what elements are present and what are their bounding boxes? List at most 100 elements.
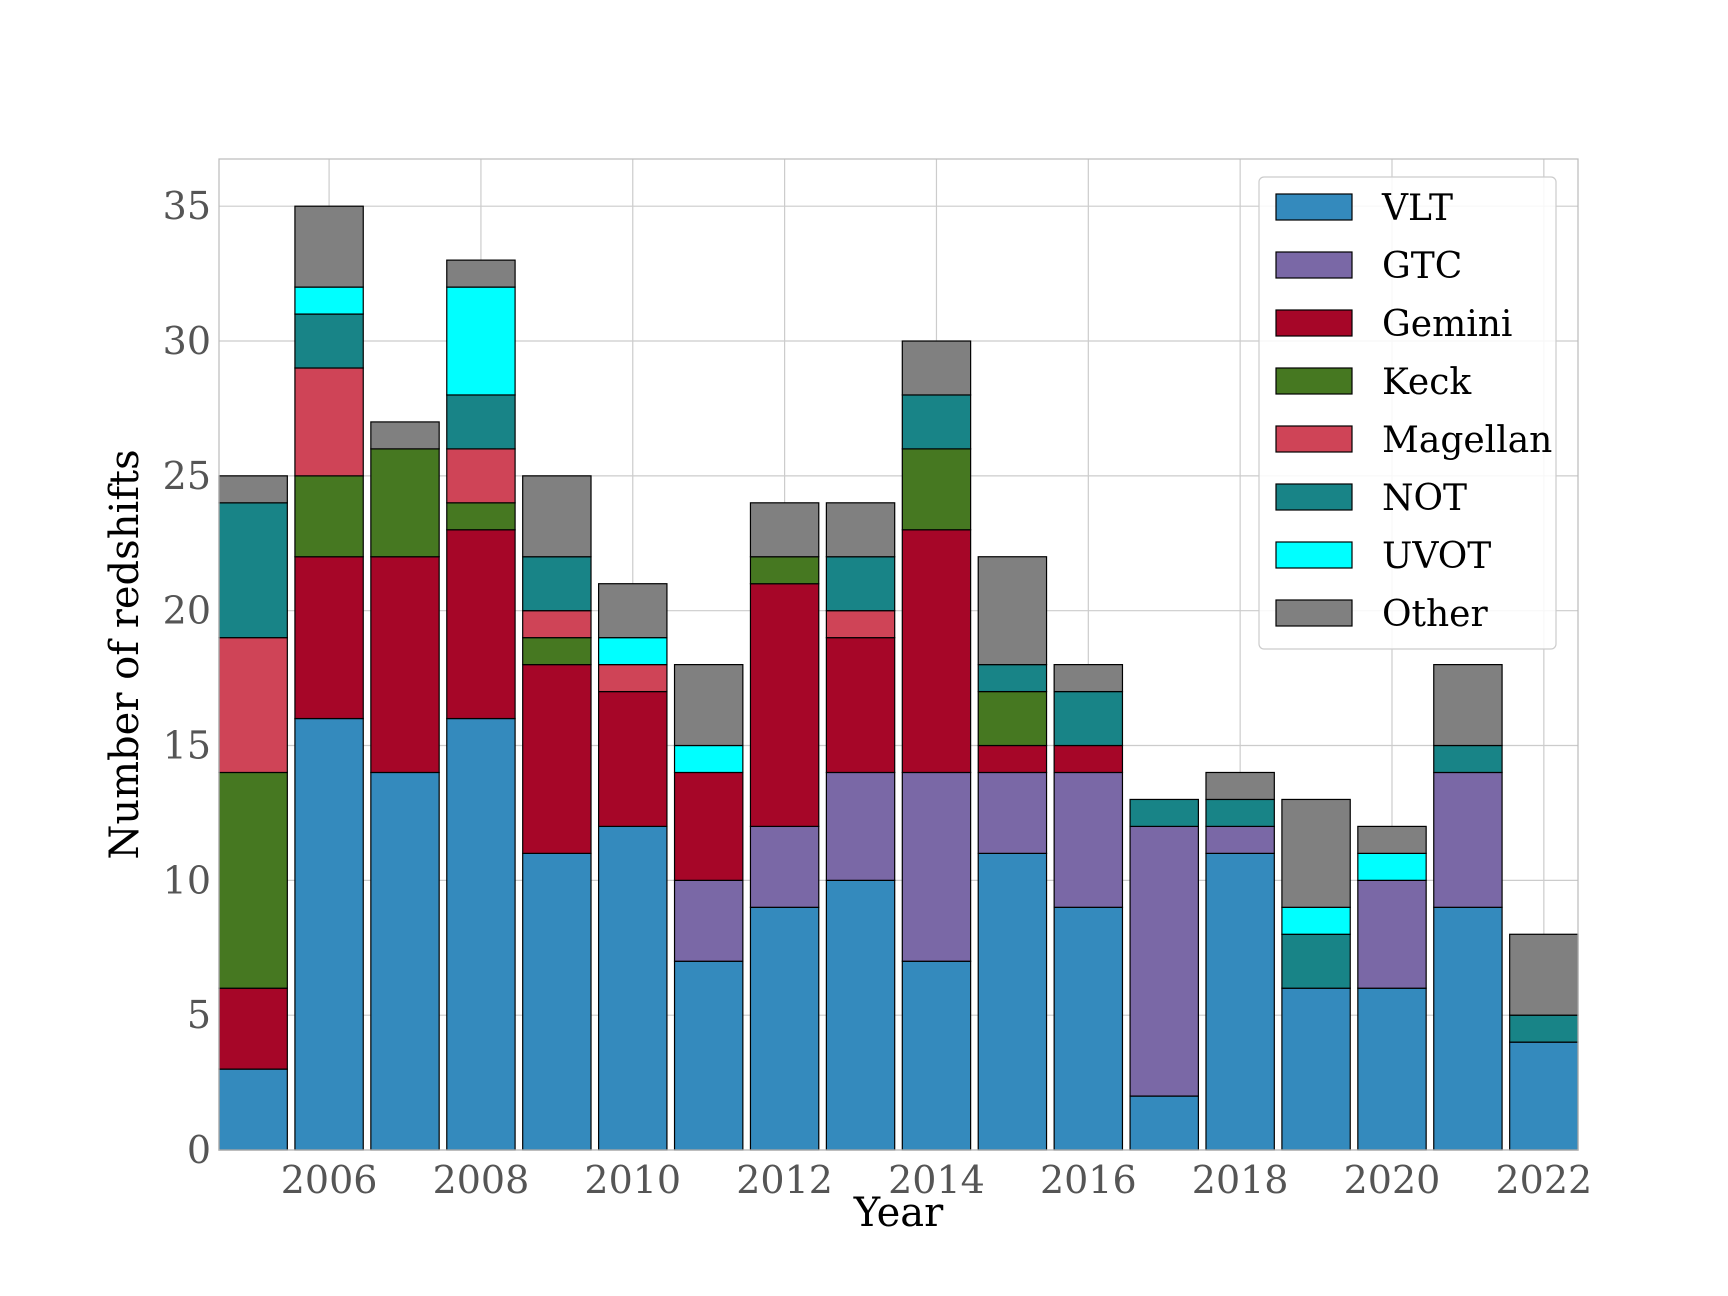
bar-2019-other <box>1281 798 1351 908</box>
bar-2008-vlt <box>446 717 516 1151</box>
bar-2020-other <box>1357 825 1427 854</box>
bar-2022-not <box>1509 1014 1579 1043</box>
bar-2016-not <box>1053 690 1124 747</box>
bar-2011-uvot <box>673 744 744 774</box>
y-tick-label: 35 <box>163 184 211 228</box>
bar-2011-vlt <box>673 960 744 1151</box>
bar-2015-keck <box>977 690 1048 747</box>
bar-2016-other <box>1053 664 1124 693</box>
bar-2017-not <box>1129 798 1199 828</box>
legend-box <box>1258 176 1557 650</box>
legend-label-gtc: GTC <box>1382 246 1462 287</box>
bar-2009-gemini <box>522 664 592 854</box>
bar-2005-magellan <box>218 637 288 774</box>
legend-label-gemini: Gemini <box>1382 304 1512 345</box>
bar-2009-not <box>522 556 592 612</box>
bars <box>218 205 1579 1151</box>
bar-2016-gtc <box>1053 771 1124 908</box>
bar-2005-other <box>218 475 288 504</box>
bar-2021-not <box>1433 744 1503 774</box>
bar-2008-uvot <box>446 286 516 396</box>
bar-2018-other <box>1205 771 1275 801</box>
legend-swatch-magellan <box>1275 425 1353 453</box>
legend-swatch-other <box>1275 599 1353 627</box>
bar-2012-gemini <box>749 583 820 828</box>
x-tick-label: 2018 <box>1192 1158 1289 1202</box>
x-tick-label: 2014 <box>888 1158 985 1202</box>
bar-2005-keck <box>218 771 288 989</box>
bar-2013-gemini <box>825 637 896 774</box>
bar-2019-uvot <box>1281 906 1351 935</box>
bar-2014-gemini <box>901 529 972 774</box>
x-tick-label: 2020 <box>1344 1158 1441 1202</box>
bar-2011-gemini <box>673 771 744 881</box>
legend-swatch-keck <box>1275 367 1353 395</box>
bar-2013-gtc <box>825 771 896 881</box>
bar-2010-magellan <box>598 664 668 693</box>
legend-swatch-not <box>1275 483 1353 511</box>
bar-2015-not <box>977 664 1048 693</box>
bar-2022-other <box>1509 933 1579 1016</box>
bar-2007-gemini <box>370 556 440 774</box>
bar-2012-vlt <box>749 906 820 1151</box>
bar-2011-other <box>673 664 744 747</box>
bar-2021-vlt <box>1433 906 1503 1151</box>
y-tick-label: 15 <box>163 724 211 768</box>
bar-2014-vlt <box>901 960 972 1151</box>
legend-swatch-vlt <box>1275 193 1353 221</box>
y-tick-label: 30 <box>163 319 211 363</box>
bar-2008-magellan <box>446 448 516 504</box>
y-tick-label: 25 <box>163 454 211 498</box>
bar-2009-vlt <box>522 852 592 1151</box>
y-tick-label: 5 <box>187 993 211 1037</box>
bar-2007-other <box>370 421 440 450</box>
legend-label-uvot: UVOT <box>1382 536 1491 577</box>
y-tick-label: 0 <box>187 1128 211 1172</box>
bar-2010-other <box>598 583 668 639</box>
bar-2016-gemini <box>1053 744 1124 774</box>
bar-2011-gtc <box>673 879 744 962</box>
bar-2021-other <box>1433 664 1503 747</box>
bar-2006-not <box>294 313 364 369</box>
x-axis-label: Year <box>853 1190 944 1236</box>
bar-2005-not <box>218 502 288 639</box>
x-tick-label: 2008 <box>433 1158 530 1202</box>
bar-2014-other <box>901 340 972 396</box>
bar-2005-vlt <box>218 1068 288 1151</box>
bar-2006-uvot <box>294 286 364 315</box>
y-axis-label: Number of redshifts <box>102 449 148 859</box>
bar-2006-other <box>294 205 364 288</box>
bar-2013-magellan <box>825 610 896 639</box>
bar-2007-vlt <box>370 771 440 1151</box>
legend-label-keck: Keck <box>1382 362 1472 403</box>
legend-swatch-gemini <box>1275 309 1353 337</box>
bar-2010-uvot <box>598 637 668 666</box>
plot-frame <box>218 158 1579 1151</box>
bar-2006-magellan <box>294 367 364 477</box>
bar-2014-gtc <box>901 771 972 962</box>
legend-swatch-uvot <box>1275 541 1353 569</box>
bar-2018-not <box>1205 798 1275 828</box>
legend-label-other: Other <box>1382 594 1488 635</box>
bar-2020-uvot <box>1357 852 1427 881</box>
bar-2009-magellan <box>522 610 592 639</box>
legend-label-vlt: VLT <box>1381 188 1453 229</box>
bar-2018-vlt <box>1205 852 1275 1151</box>
bar-2008-not <box>446 394 516 450</box>
bar-2015-other <box>977 556 1048 666</box>
x-tick-label: 2022 <box>1495 1158 1592 1202</box>
y-tick-label: 20 <box>163 589 211 633</box>
bar-2012-gtc <box>749 825 820 908</box>
bar-2021-gtc <box>1433 771 1503 908</box>
bar-2015-gtc <box>977 771 1048 854</box>
bar-2022-vlt <box>1509 1041 1579 1151</box>
bar-2009-keck <box>522 637 592 666</box>
legend: VLT GTC Gemini Keck Magellan NOT UVOT Other <box>1258 176 1557 650</box>
x-tick-label: 2016 <box>1040 1158 1137 1202</box>
bar-2013-other <box>825 502 896 558</box>
legend-label-not: NOT <box>1382 478 1467 519</box>
bar-2019-not <box>1281 933 1351 989</box>
bar-2013-not <box>825 556 896 612</box>
bar-2015-vlt <box>977 852 1048 1151</box>
